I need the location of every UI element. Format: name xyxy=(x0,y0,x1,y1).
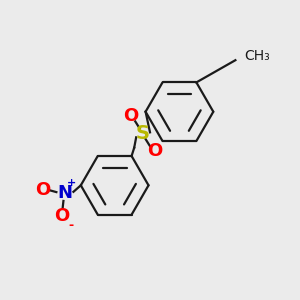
Text: CH₃: CH₃ xyxy=(244,49,270,63)
Text: S: S xyxy=(136,124,150,143)
Text: +: + xyxy=(67,178,76,188)
Text: -: - xyxy=(68,219,73,232)
Text: O: O xyxy=(147,142,162,160)
Text: O: O xyxy=(35,181,50,199)
Text: N: N xyxy=(57,184,72,202)
Text: O: O xyxy=(54,207,69,225)
Text: O: O xyxy=(123,107,139,125)
